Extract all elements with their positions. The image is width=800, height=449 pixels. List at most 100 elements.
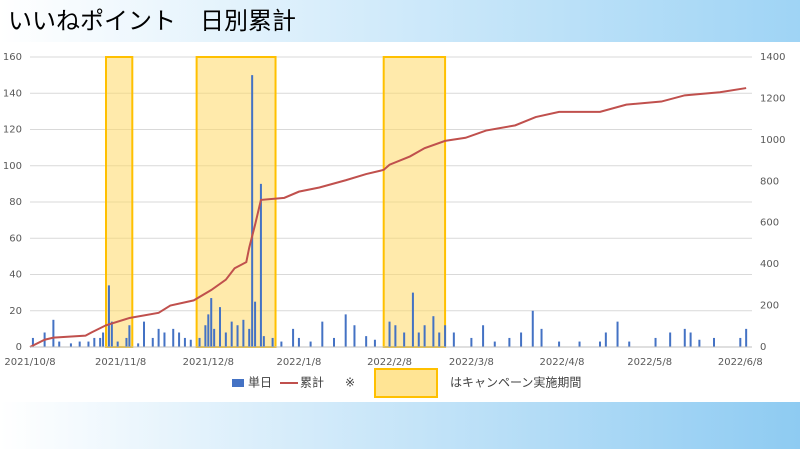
bar bbox=[482, 325, 485, 347]
y-tick-label: 40 bbox=[9, 270, 22, 281]
bar bbox=[508, 337, 511, 347]
bar bbox=[438, 332, 441, 347]
bar bbox=[271, 337, 274, 347]
bar bbox=[558, 341, 561, 347]
bar bbox=[213, 328, 216, 347]
bar bbox=[207, 314, 210, 347]
bar bbox=[93, 337, 96, 347]
bar bbox=[578, 341, 581, 347]
header-band bbox=[0, 0, 800, 42]
bar bbox=[204, 325, 207, 347]
bar bbox=[248, 328, 251, 347]
bar bbox=[604, 332, 607, 347]
footer-band bbox=[0, 402, 800, 449]
bar bbox=[628, 341, 631, 347]
bar bbox=[78, 341, 81, 347]
bar bbox=[172, 328, 175, 347]
legend-swatch bbox=[232, 379, 244, 387]
bar bbox=[87, 341, 90, 347]
bar bbox=[309, 341, 312, 347]
bar bbox=[669, 332, 672, 347]
x-tick-label: 2022/6/8 bbox=[718, 357, 763, 368]
bar bbox=[69, 343, 72, 347]
bar bbox=[210, 298, 213, 347]
bar bbox=[58, 341, 61, 347]
bar bbox=[388, 321, 391, 347]
y2-tick-label: 600 bbox=[760, 218, 779, 229]
bar bbox=[654, 337, 657, 347]
legend-label: 累計 bbox=[300, 375, 324, 390]
bar bbox=[125, 337, 128, 347]
bar bbox=[739, 337, 742, 347]
campaign-period bbox=[195, 56, 277, 348]
bar bbox=[531, 310, 534, 347]
bar bbox=[616, 321, 619, 347]
y-tick-label: 80 bbox=[9, 197, 22, 208]
bar bbox=[183, 337, 186, 347]
bar bbox=[365, 336, 368, 347]
x-tick-label: 2021/12/8 bbox=[183, 357, 234, 368]
y-tick-label: 100 bbox=[3, 161, 22, 172]
bar bbox=[251, 75, 254, 347]
bar bbox=[444, 325, 447, 347]
bar bbox=[417, 332, 420, 347]
bar bbox=[292, 328, 295, 347]
legend-note: はキャンペーン実施期間 bbox=[450, 375, 581, 390]
y-tick-label: 140 bbox=[3, 88, 22, 99]
x-tick-label: 2021/10/8 bbox=[4, 357, 55, 368]
bar bbox=[110, 321, 113, 347]
y2-tick-label: 400 bbox=[760, 259, 779, 270]
bar bbox=[470, 337, 473, 347]
y-tick-label: 120 bbox=[3, 125, 22, 136]
bar bbox=[683, 328, 686, 347]
bar bbox=[31, 337, 34, 347]
bar bbox=[297, 337, 300, 347]
bar bbox=[333, 337, 335, 347]
bar bbox=[403, 332, 406, 347]
bar bbox=[224, 332, 227, 347]
legend-label: 単日 bbox=[248, 376, 272, 390]
bar bbox=[189, 339, 192, 347]
line bbox=[29, 87, 747, 348]
bar bbox=[745, 328, 748, 347]
bar bbox=[280, 341, 283, 347]
bar bbox=[128, 325, 131, 347]
x-tick-label: 2022/5/8 bbox=[627, 357, 672, 368]
x-tick-label: 2022/3/8 bbox=[449, 357, 494, 368]
y2-tick-label: 1400 bbox=[760, 52, 785, 63]
y2-tick-label: 0 bbox=[760, 342, 766, 353]
bar bbox=[151, 337, 154, 347]
y-tick-label: 0 bbox=[16, 342, 22, 353]
bar bbox=[452, 332, 455, 347]
bar bbox=[432, 316, 435, 347]
bar bbox=[230, 321, 233, 347]
bar bbox=[242, 319, 245, 347]
bar bbox=[157, 328, 160, 347]
bar bbox=[520, 332, 523, 347]
legend-note-mark: ※ bbox=[345, 376, 355, 390]
y2-tick-label: 1000 bbox=[760, 135, 785, 146]
bar bbox=[219, 307, 221, 347]
bar bbox=[143, 321, 145, 347]
bar bbox=[102, 332, 105, 347]
bar bbox=[689, 332, 692, 347]
y-tick-label: 60 bbox=[9, 233, 22, 244]
legend-campaign-swatch bbox=[374, 368, 438, 398]
x-tick-label: 2022/1/8 bbox=[276, 357, 321, 368]
campaign-period bbox=[382, 56, 447, 348]
y-tick-label: 160 bbox=[3, 52, 22, 63]
title: いいねポイント 日別累計 bbox=[8, 7, 296, 35]
bar bbox=[116, 341, 119, 347]
y2-tick-label: 800 bbox=[760, 176, 779, 187]
bar bbox=[698, 339, 701, 347]
y2-tick-label: 200 bbox=[760, 301, 779, 312]
bar bbox=[540, 328, 543, 347]
y-tick-label: 20 bbox=[9, 306, 22, 317]
bar bbox=[52, 319, 55, 347]
bar bbox=[344, 314, 347, 347]
y2-tick-label: 1200 bbox=[760, 93, 785, 104]
bar bbox=[423, 325, 426, 347]
bar bbox=[236, 325, 239, 347]
bar bbox=[198, 337, 201, 347]
